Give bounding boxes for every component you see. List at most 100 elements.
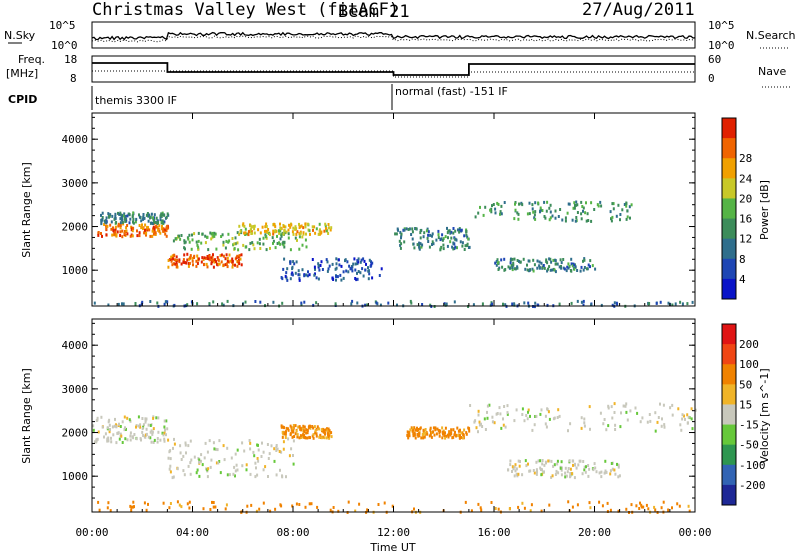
power-cell (295, 260, 298, 264)
velocity-cell (484, 428, 487, 431)
power-cell (114, 225, 117, 229)
power-cell (617, 203, 620, 207)
power-cell (427, 240, 430, 243)
nsky-trace (91, 31, 696, 41)
power-cell (523, 301, 526, 305)
velocity-cell (514, 469, 517, 473)
power-cell (248, 248, 251, 252)
velocity-cell (145, 508, 148, 512)
power-cell (196, 302, 199, 306)
power-cell (159, 218, 162, 222)
velocity-cell (156, 440, 159, 444)
velocity-cell (144, 420, 147, 424)
power-cell (134, 220, 137, 224)
power-cell (164, 300, 167, 304)
power-cell (225, 253, 228, 257)
velocity-cell (159, 438, 162, 442)
power-ytick-label: 2000 (62, 221, 89, 234)
velocity-cell (133, 505, 135, 509)
power-cell (400, 236, 402, 240)
power-cell (573, 267, 576, 271)
power-colorbar-segment (722, 218, 736, 240)
power-cell (449, 231, 452, 235)
velocity-cell (275, 449, 278, 452)
velocity-cell (530, 503, 533, 507)
power-cell (467, 237, 470, 241)
power-cell (205, 262, 208, 266)
power-cell (447, 236, 449, 240)
velocity-band (507, 459, 621, 480)
velocity-cell (299, 434, 302, 438)
velocity-cell (326, 427, 328, 431)
power-cell (228, 253, 231, 257)
power-cell (495, 260, 498, 263)
power-cell (308, 229, 311, 233)
velocity-cell (292, 424, 295, 427)
velocity-cell (480, 422, 482, 426)
velocity-cell (249, 447, 252, 451)
velocity-cell (109, 509, 112, 513)
velocity-cell (119, 425, 122, 428)
power-cell (479, 205, 481, 209)
power-cell (304, 225, 307, 229)
power-cell (448, 229, 451, 233)
velocity-cell (607, 406, 610, 410)
velocity-cell (297, 425, 300, 429)
power-cell (150, 221, 153, 225)
nsky-tick-low: 10^0 (51, 39, 78, 52)
power-cell (244, 300, 247, 304)
power-cell (283, 240, 286, 244)
velocity-cell (572, 459, 575, 463)
power-cell (419, 236, 422, 240)
power-cell (138, 231, 141, 235)
power-cell (289, 261, 292, 265)
power-cell (146, 212, 149, 215)
power-cell (402, 228, 405, 232)
power-cell (549, 268, 552, 272)
power-cell (582, 299, 585, 303)
power-cell (317, 232, 320, 236)
velocity-cell (256, 473, 259, 477)
velocity-cell (319, 433, 322, 437)
power-cell (283, 245, 286, 249)
velocity-cell (599, 411, 602, 415)
power-cell (442, 243, 445, 247)
velocity-cell (560, 468, 563, 472)
power-cell (379, 303, 382, 307)
power-cell (159, 231, 162, 235)
velocity-cell (198, 474, 201, 478)
velocity-cell (101, 425, 104, 429)
power-cell (318, 232, 321, 236)
power-cell (214, 258, 216, 262)
power-cell (191, 238, 194, 242)
velocity-cell (523, 419, 526, 423)
nave-trace (92, 70, 695, 78)
velocity-cell (543, 470, 545, 474)
power-cell (195, 264, 198, 268)
power-cell (474, 215, 477, 219)
velocity-colorbar-tick: 200 (739, 338, 759, 351)
power-cell (326, 269, 329, 273)
power-cell (619, 213, 622, 216)
power-cell (153, 231, 156, 235)
power-cell (224, 263, 227, 267)
velocity-cell (182, 469, 185, 473)
power-cell (304, 238, 307, 242)
velocity-cell (284, 436, 287, 439)
power-cell (134, 303, 137, 307)
power-cell (452, 231, 455, 235)
power-cell (426, 227, 429, 231)
velocity-cell (478, 420, 481, 424)
power-cell (626, 215, 629, 219)
power-cell (451, 245, 454, 249)
power-cell (518, 202, 521, 206)
power-cell (101, 211, 104, 215)
velocity-cell (145, 417, 148, 421)
power-cell (237, 248, 240, 252)
power-cell (435, 238, 438, 242)
power-cell (100, 232, 102, 235)
power-cell (126, 232, 129, 236)
power-cell (149, 234, 152, 238)
velocity-cell (266, 443, 269, 446)
velocity-cell (649, 419, 652, 423)
